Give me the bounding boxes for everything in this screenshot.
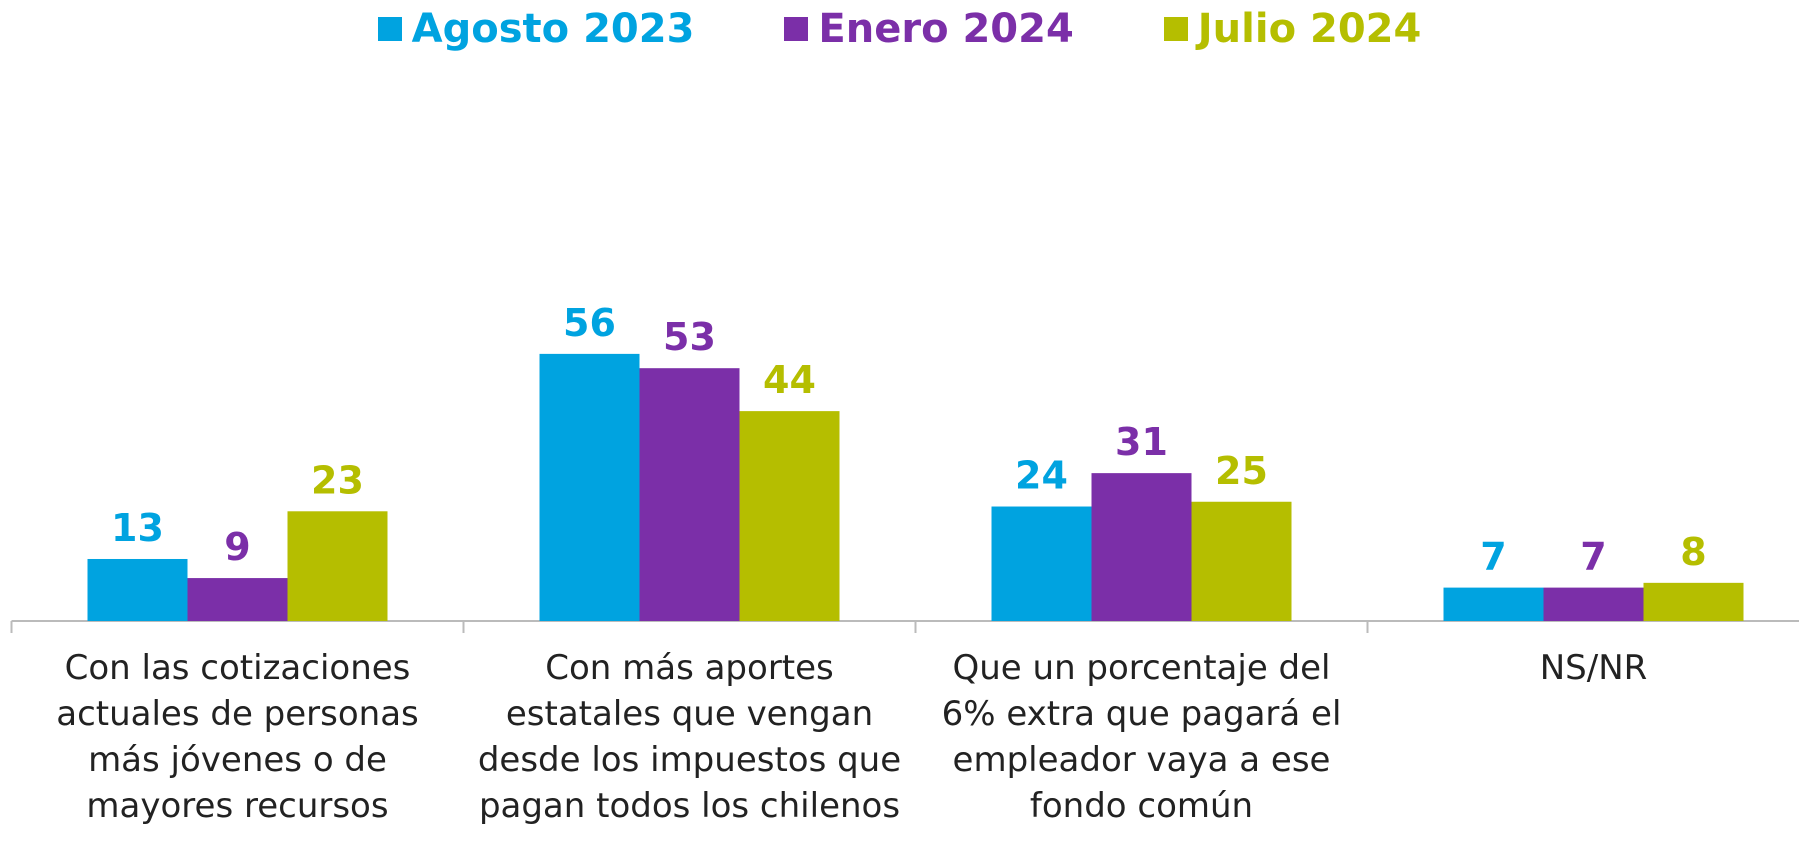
legend-swatch [784, 17, 809, 41]
bar [991, 506, 1092, 621]
x-tick-label: NS/NR [1539, 648, 1648, 688]
bar [1443, 587, 1544, 621]
value-label: 25 [1215, 449, 1268, 493]
value-label: 53 [663, 315, 716, 359]
value-label: 31 [1115, 420, 1168, 464]
bar [1543, 587, 1644, 621]
bar [739, 411, 840, 621]
legend-item: Agosto 2023 [377, 6, 695, 52]
value-label: 7 [1580, 535, 1606, 579]
value-label: 8 [1680, 530, 1706, 574]
bar [639, 368, 740, 621]
value-label: 24 [1015, 454, 1068, 498]
bar [287, 511, 388, 621]
value-label: 23 [311, 458, 364, 502]
value-label: 7 [1480, 535, 1506, 579]
bar [1643, 582, 1744, 621]
value-label: 44 [763, 358, 816, 402]
legend-item: Julio 2024 [1163, 6, 1422, 52]
bar [87, 558, 188, 621]
x-tick-label: Con las cotizaciones actuales de persona… [56, 648, 419, 826]
legend-item: Enero 2024 [784, 6, 1074, 52]
value-label: 9 [224, 525, 250, 569]
legend-swatch [1163, 17, 1188, 41]
bar [539, 353, 640, 621]
value-label: 13 [111, 506, 164, 550]
legend-label: Enero 2024 [818, 6, 1074, 52]
legend-label: Agosto 2023 [411, 6, 695, 52]
legend-swatch [377, 17, 402, 41]
bar [1091, 473, 1192, 621]
x-tick-label: Que un porcentaje del 6% extra que pagar… [941, 648, 1342, 826]
bar [187, 578, 288, 621]
bar [1191, 501, 1292, 621]
value-label: 56 [563, 301, 616, 345]
legend: Agosto 2023 Enero 2024 Julio 2024 [0, 6, 1799, 52]
x-tick-label: Con más aportes estatales que vengan des… [477, 648, 902, 826]
legend-label: Julio 2024 [1197, 6, 1422, 52]
